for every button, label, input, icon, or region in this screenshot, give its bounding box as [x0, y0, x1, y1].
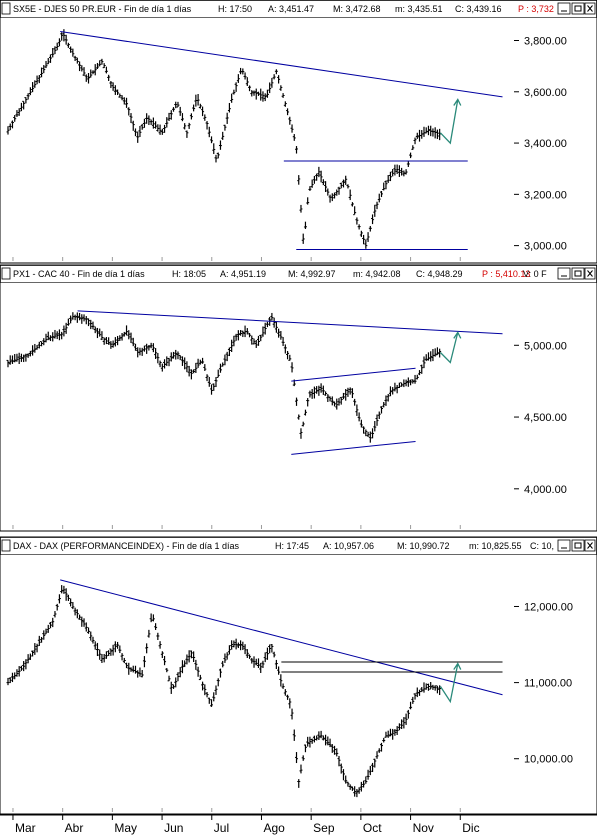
- trendline[interactable]: [60, 579, 503, 696]
- y-tick-label: 3,800.00: [524, 36, 567, 48]
- header-high: M: 3,472.68: [333, 4, 381, 14]
- forecast-arrowhead: [453, 98, 462, 106]
- forecast-arrow[interactable]: [439, 99, 459, 145]
- y-tick-label: 4,000.00: [524, 484, 567, 496]
- header-low: m: 10,825.55: [469, 541, 522, 551]
- header-symbol: SX5E - DJES 50 PR.EUR - Fin de día 1 día…: [13, 4, 192, 14]
- header-time: H: 17:45: [275, 541, 309, 551]
- month-label: Jun: [164, 821, 183, 835]
- trendline[interactable]: [77, 310, 503, 335]
- header-extra: P : 5,410.13: [482, 269, 530, 279]
- header-open: A: 10,957.06: [323, 541, 374, 551]
- panel-menu-icon[interactable]: [1, 267, 11, 280]
- minimize-icon[interactable]: [557, 2, 571, 15]
- trendline[interactable]: [60, 31, 503, 98]
- panel-sx5e: SX5E - DJES 50 PR.EUR - Fin de día 1 día…: [0, 0, 597, 264]
- plot-sx5e: 3,000.00 3,200.00 3,400.00 3,600.00 3,800.00: [6, 29, 567, 261]
- month-label: Dic: [462, 821, 479, 835]
- panel-frame: [0, 264, 597, 532]
- header-open: A: 3,451.47: [268, 4, 314, 14]
- panel-menu-icon[interactable]: [1, 539, 11, 552]
- trendline[interactable]: [291, 440, 416, 455]
- minimize-icon[interactable]: [557, 267, 571, 280]
- month-label: Sep: [313, 821, 335, 835]
- month-label: May: [114, 821, 137, 835]
- y-tick-label: 10,000.00: [524, 754, 573, 766]
- month-label: Ago: [263, 821, 285, 835]
- header-low: m: 4,942.08: [353, 269, 401, 279]
- month-label: Oct: [363, 821, 382, 835]
- header-close: C: 10,: [530, 541, 554, 551]
- maximize-icon[interactable]: [571, 267, 585, 280]
- header-extra2: V: 0 F: [523, 269, 547, 279]
- header-close: C: 4,948.29: [416, 269, 463, 279]
- plot-dax: 10,000.00 11,000.00 12,000.00: [6, 579, 573, 812]
- month-label: Abr: [65, 821, 84, 835]
- header-open: A: 4,951.19: [220, 269, 266, 279]
- header-time: H: 18:05: [172, 269, 206, 279]
- panel-frame: [0, 536, 597, 815]
- y-tick-label: 5,000.00: [524, 340, 567, 352]
- maximize-icon[interactable]: [571, 539, 585, 552]
- forecast-arrowhead: [453, 331, 462, 339]
- y-tick-label: 3,400.00: [524, 138, 567, 150]
- y-tick-label: 3,600.00: [524, 87, 567, 99]
- header-high: M: 4,992.97: [288, 269, 336, 279]
- header-high: M: 10,990.72: [397, 541, 450, 551]
- trendline[interactable]: [291, 367, 416, 382]
- maximize-icon[interactable]: [571, 2, 585, 15]
- y-tick-label: 11,000.00: [524, 678, 572, 690]
- header-symbol: PX1 - CAC 40 - Fin de día 1 días: [13, 269, 145, 279]
- month-label: Nov: [413, 821, 434, 835]
- header-extra: P : 3,732: [518, 4, 554, 14]
- minimize-icon[interactable]: [557, 539, 571, 552]
- panel-dax: DAX - DAX (PERFORMANCEINDEX) - Fin de dí…: [0, 536, 597, 815]
- plot-px1: 4,000.00 4,500.00 5,000.00: [6, 310, 567, 529]
- header-low: m: 3,435.51: [395, 4, 443, 14]
- panel-px1: PX1 - CAC 40 - Fin de día 1 días H: 18:0…: [0, 264, 597, 532]
- forecast-arrow[interactable]: [439, 663, 459, 704]
- y-tick-label: 3,000.00: [524, 241, 567, 253]
- y-tick-label: 3,200.00: [524, 189, 567, 201]
- forecast-arrowhead: [453, 662, 462, 670]
- forecast-arrow[interactable]: [439, 332, 459, 364]
- panel-frame: [0, 0, 597, 264]
- y-tick-label: 4,500.00: [524, 412, 567, 424]
- month-label: Jul: [214, 821, 229, 835]
- y-tick-label: 12,000.00: [524, 601, 573, 613]
- plots-layer: 3,000.00 3,200.00 3,400.00 3,600.00 3,800.00…: [6, 29, 573, 812]
- month-label: Mar: [15, 821, 36, 835]
- time-axis: Mar Abr May Jun Jul Ago Sep Oct Nov Dic: [0, 814, 597, 835]
- header-symbol: DAX - DAX (PERFORMANCEINDEX) - Fin de dí…: [13, 541, 240, 551]
- header-close: C: 3,439.16: [455, 4, 502, 14]
- panel-menu-icon[interactable]: [1, 2, 11, 15]
- header-time: H: 17:50: [218, 4, 252, 14]
